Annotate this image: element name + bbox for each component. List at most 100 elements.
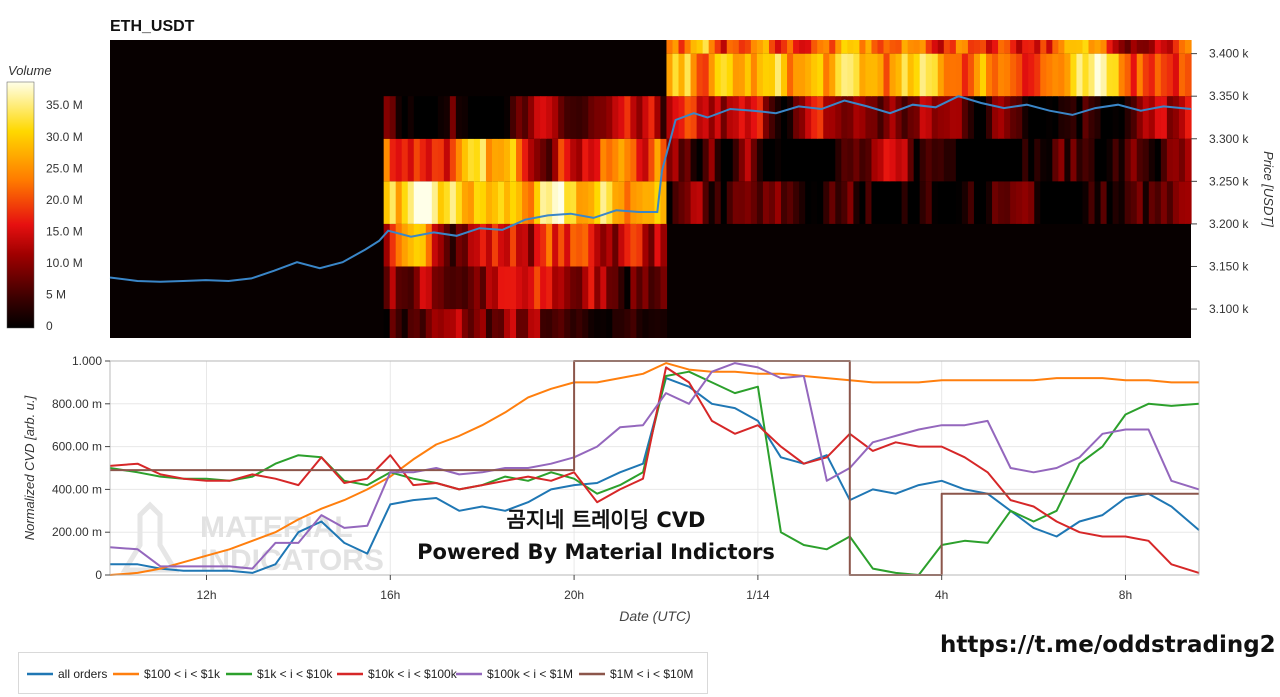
- heatmap-cell: [883, 53, 891, 97]
- heatmap-cell: [1022, 53, 1029, 97]
- watermark-word-1: MATERIAL: [200, 511, 353, 544]
- heatmap-cell: [871, 53, 879, 97]
- heatmap-cell: [431, 181, 439, 224]
- heatmap-cell: [534, 223, 541, 267]
- heatmap-cell: [871, 181, 879, 224]
- heatmap-cell: [823, 96, 830, 139]
- heatmap-cell: [714, 138, 722, 182]
- heatmap-cell: [660, 309, 668, 338]
- heatmap-cell: [612, 181, 619, 224]
- heatmap-cell: [986, 40, 993, 54]
- heatmap-cell: [443, 223, 451, 267]
- legend-entry-label: $1M < i < $10M: [610, 667, 693, 681]
- heatmap-y-tick-label: 3.300 k: [1209, 132, 1249, 146]
- heatmap-cell: [774, 53, 782, 97]
- heatmap-cell: [413, 309, 421, 338]
- heatmap-cell: [570, 266, 577, 310]
- heatmap-cell: [684, 138, 692, 182]
- heatmap-cell: [594, 266, 601, 310]
- heatmap-cell: [534, 181, 541, 224]
- heatmap-cell: [1052, 40, 1059, 54]
- heatmap-cell: [931, 181, 939, 224]
- heatmap-cell: [425, 223, 433, 267]
- heatmap-cell: [552, 181, 559, 224]
- heatmap-cell: [1112, 40, 1120, 54]
- heatmap-cell: [817, 138, 824, 182]
- heatmap-cell: [787, 53, 794, 97]
- heatmap-cell: [799, 181, 806, 224]
- heatmap-cell: [943, 138, 951, 182]
- heatmap-cell: [1142, 138, 1150, 182]
- heatmap-cell: [383, 309, 391, 338]
- heatmap-title: ETH_USDT: [110, 18, 195, 35]
- heatmap-cell: [793, 138, 800, 182]
- heatmap-cell: [431, 266, 439, 310]
- heatmap-cell: [1178, 96, 1186, 139]
- heatmap-cell: [1004, 181, 1011, 224]
- heatmap-cell: [588, 309, 595, 338]
- heatmap-cell: [793, 181, 800, 224]
- heatmap-cell: [744, 181, 752, 224]
- heatmap-cell: [1028, 40, 1035, 54]
- heatmap-cell: [413, 96, 421, 139]
- heatmap-cell: [461, 309, 469, 338]
- heatmap-cell: [546, 96, 553, 139]
- heatmap-cell: [937, 96, 945, 139]
- heatmap-y-tick-label: 3.250 k: [1209, 174, 1249, 188]
- heatmap-cell: [383, 96, 391, 139]
- heatmap-cell: [925, 138, 933, 182]
- heatmap-cell: [624, 223, 631, 267]
- heatmap-cell: [497, 181, 505, 224]
- heatmap-cell: [473, 309, 481, 338]
- heatmap-cell: [485, 223, 493, 267]
- heatmap-cell: [1004, 138, 1011, 182]
- heatmap-cell: [1004, 40, 1011, 54]
- heatmap-cell: [1094, 53, 1102, 97]
- heatmap-cell: [895, 96, 903, 139]
- heatmap-cell: [961, 53, 969, 97]
- heatmap-cell: [510, 96, 517, 139]
- heatmap-cell: [961, 138, 969, 182]
- heatmap-cell: [1058, 138, 1065, 182]
- heatmap-cell: [871, 138, 879, 182]
- heatmap-cell: [696, 96, 704, 139]
- heatmap-cell: [1046, 96, 1053, 139]
- heatmap-cell: [1082, 96, 1090, 139]
- heatmap-cell: [1028, 181, 1035, 224]
- heatmap-cell: [528, 96, 535, 139]
- heatmap-cell: [1040, 40, 1047, 54]
- heatmap-cell: [624, 138, 631, 182]
- heatmap-cell: [642, 223, 650, 267]
- heatmap-cell: [1034, 181, 1041, 224]
- heatmap-cell: [756, 53, 764, 97]
- heatmap-cell: [395, 309, 403, 338]
- cvd-y-tick-label: 800.00 m: [52, 397, 102, 411]
- heatmap-cell: [425, 309, 433, 338]
- heatmap-cell: [401, 181, 409, 224]
- heatmap-cell: [889, 40, 897, 54]
- heatmap-cell: [612, 309, 619, 338]
- heatmap-cell: [618, 138, 625, 182]
- heatmap-cell: [443, 138, 451, 182]
- heatmap-cell: [835, 40, 842, 54]
- heatmap-cell: [919, 138, 927, 182]
- heatmap-cell: [407, 309, 415, 338]
- heatmap-cell: [1178, 138, 1186, 182]
- heatmap-cell: [582, 138, 589, 182]
- heatmap-cell: [943, 181, 951, 224]
- heatmap-cell: [624, 181, 631, 224]
- heatmap-cell: [702, 181, 710, 224]
- heatmap-cell: [847, 53, 854, 97]
- heatmap-cell: [576, 138, 583, 182]
- heatmap-cell: [949, 181, 957, 224]
- heatmap-cell: [485, 96, 493, 139]
- colorbar-tick-label: 20.0 M: [46, 193, 83, 207]
- heatmap-cell: [461, 181, 469, 224]
- heatmap-cell: [955, 53, 963, 97]
- heatmap-cell: [1070, 40, 1078, 54]
- heatmap-cell: [1082, 138, 1090, 182]
- heatmap-cell: [835, 53, 842, 97]
- channel-url[interactable]: https://t.me/oddstrading2: [940, 632, 1276, 658]
- heatmap-cell: [768, 40, 776, 54]
- heatmap-cell: [1016, 53, 1023, 97]
